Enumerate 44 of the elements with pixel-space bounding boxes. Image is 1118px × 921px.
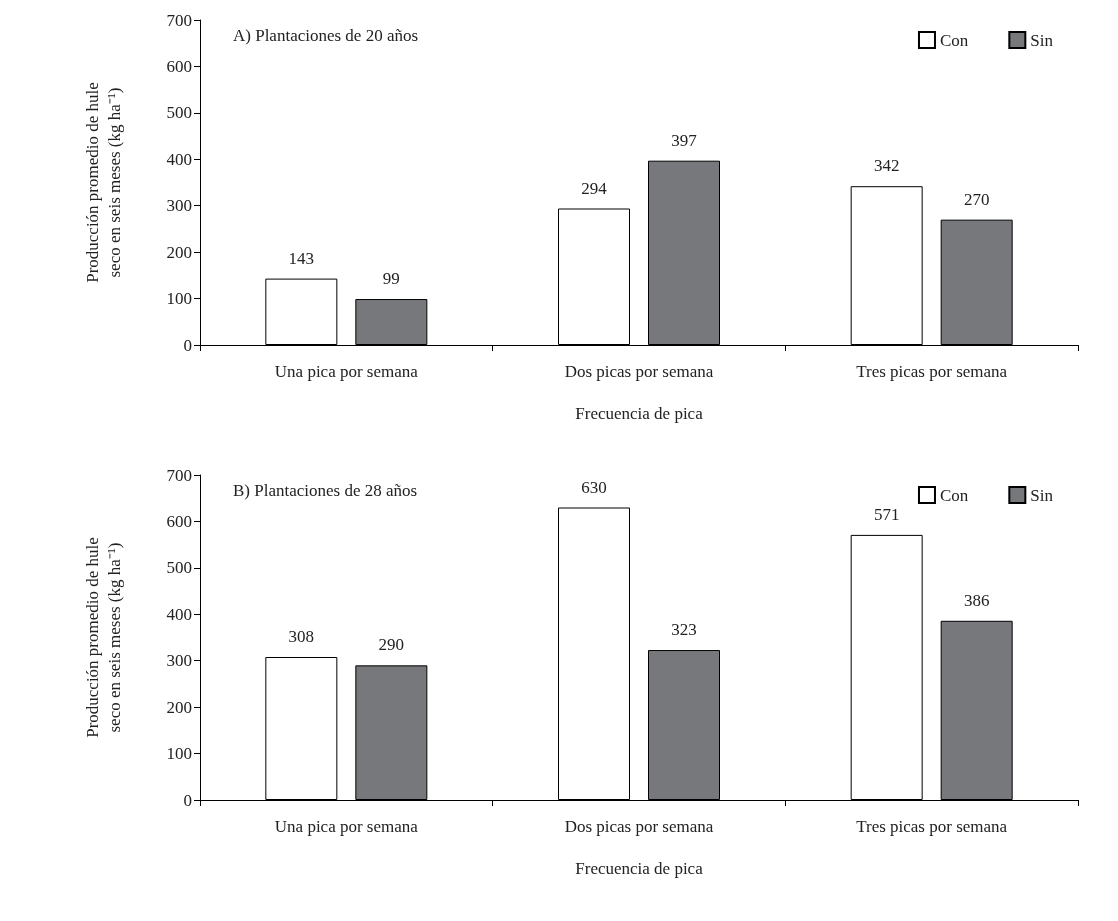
y-tick-label: 700 bbox=[166, 10, 192, 30]
data-label: 294 bbox=[581, 178, 608, 198]
data-label: 342 bbox=[873, 156, 900, 176]
data-label: 143 bbox=[288, 248, 315, 268]
y-axis-title: Producción promedio de hule seco en seis meses (kg ha⁻¹) bbox=[82, 537, 124, 738]
data-label: 99 bbox=[382, 269, 400, 289]
x-tick-label: Dos picas por semana bbox=[564, 817, 714, 836]
y-tick-label: 400 bbox=[166, 604, 192, 624]
y-tick-label: 0 bbox=[183, 335, 192, 355]
data-label: 397 bbox=[671, 130, 698, 150]
x-tick-label: Dos picas por semana bbox=[564, 362, 714, 381]
data-label: 323 bbox=[671, 620, 697, 640]
y-tick-label: 500 bbox=[166, 558, 192, 578]
y-axis-title: Producción promedio de hule seco en seis meses (kg ha⁻¹) bbox=[82, 82, 124, 283]
x-tick-label: Tres picas por semana bbox=[856, 362, 1008, 381]
y-tick-label: 100 bbox=[166, 289, 192, 309]
data-label: 386 bbox=[963, 590, 990, 610]
data-label: 308 bbox=[288, 627, 315, 646]
x-tick-label: Tres picas por semana bbox=[856, 817, 1008, 836]
data-label: 630 bbox=[581, 477, 607, 497]
x-tick-label: Una pica por semana bbox=[274, 362, 419, 381]
chart-title: B) Plantaciones de 28 años bbox=[233, 481, 418, 500]
y-tick-label: 200 bbox=[166, 242, 192, 262]
y-tick-label: 100 bbox=[166, 744, 192, 764]
y-tick-label: 0 bbox=[183, 790, 192, 810]
legend-label: Con bbox=[939, 30, 969, 50]
y-tick-label: 600 bbox=[166, 56, 192, 76]
y-tick-label: 500 bbox=[166, 103, 192, 123]
y-tick-label: 300 bbox=[166, 196, 192, 216]
legend-label: Con bbox=[939, 485, 969, 505]
x-axis-title: Frecuencia de pica bbox=[575, 859, 704, 878]
y-tick-label: 200 bbox=[166, 697, 192, 717]
x-axis-title: Frecuencia de pica bbox=[575, 404, 704, 423]
chart-title: A) Plantaciones de 20 años bbox=[233, 26, 419, 45]
y-tick-label: 600 bbox=[166, 511, 192, 531]
legend-label: Sin bbox=[1030, 30, 1054, 50]
y-tick-label: 300 bbox=[166, 651, 192, 671]
data-label: 270 bbox=[963, 189, 990, 209]
x-tick-label: Una pica por semana bbox=[274, 817, 419, 836]
y-tick-label: 700 bbox=[166, 465, 192, 485]
legend-label: Sin bbox=[1030, 485, 1054, 505]
y-tick-label: 400 bbox=[166, 149, 192, 169]
data-label: 571 bbox=[873, 504, 900, 524]
data-label: 290 bbox=[378, 635, 405, 655]
